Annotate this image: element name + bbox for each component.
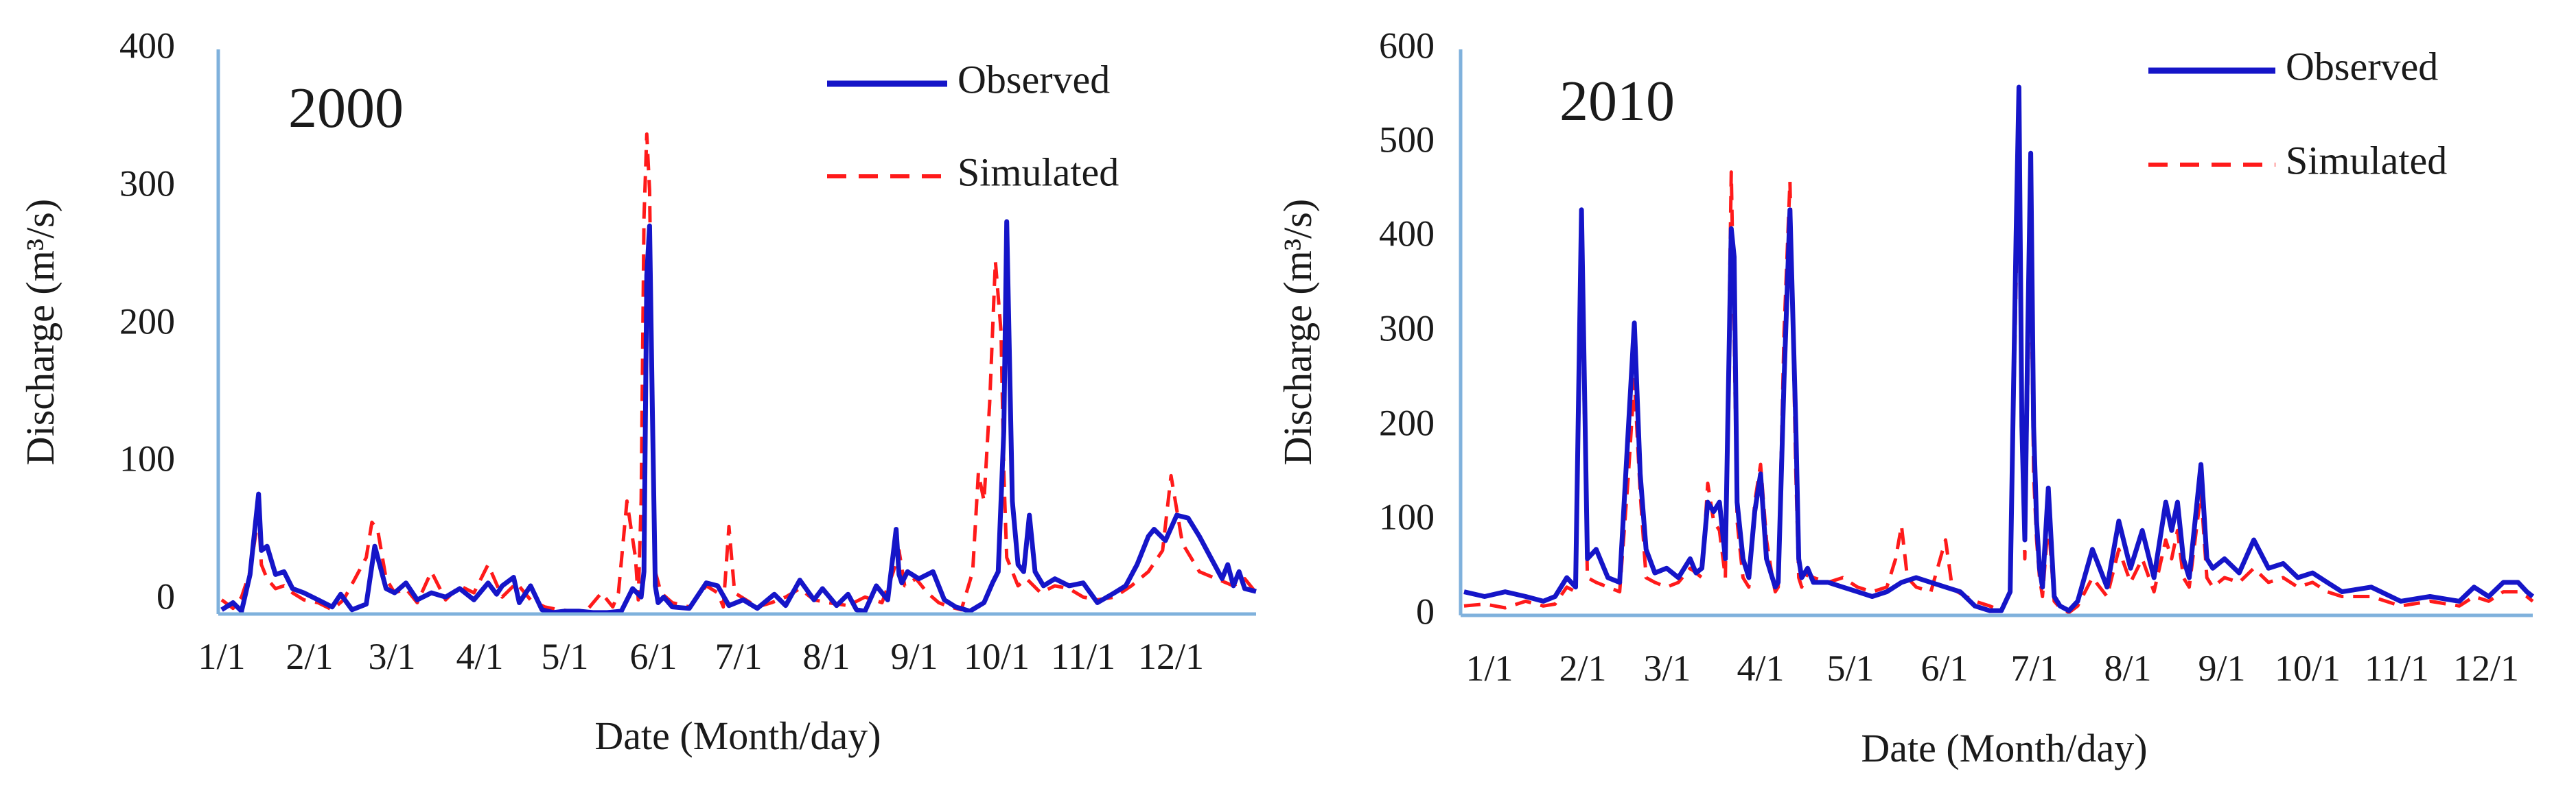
chart-2000-xtick-label: 10/1: [964, 636, 1030, 677]
chart-2010-xtick-label: 10/1: [2275, 648, 2341, 689]
chart-2010-xtick-label: 6/1: [1921, 648, 1968, 689]
chart-2010-y-axis-title: Discharge (m³/s): [1275, 199, 1320, 465]
chart-2010-year-label: 2010: [1559, 69, 1675, 133]
chart-2000-ytick-1: 100: [119, 438, 175, 479]
chart-2010-xtick-label: 9/1: [2198, 648, 2245, 689]
chart-2010-ytick-6: 600: [1379, 25, 1435, 66]
chart-2000-xticks: 1/1 2/1 3/1 4/1 5/1 6/1 7/1 8/1 9/1 10/1…: [198, 636, 1204, 677]
chart-2010-xtick-label: 7/1: [2010, 648, 2058, 689]
chart-2000-xtick-label: 5/1: [541, 636, 588, 677]
chart-2000-xtick-label: 2/1: [286, 636, 333, 677]
chart-2000-simulated-line: [220, 132, 1257, 613]
chart-2000-ytick-3: 300: [119, 163, 175, 204]
chart-2000-xtick-label: 8/1: [802, 636, 850, 677]
chart-2010-ytick-1: 100: [1379, 496, 1435, 537]
chart-2000-legend: Observed Simulated: [827, 57, 1119, 194]
chart-2000-ytick-4: 400: [119, 25, 175, 66]
chart-2010-xticks: 1/1 2/1 3/1 4/1 5/1 6/1 7/1 8/1 9/1 10/1…: [1465, 648, 2519, 689]
chart-2010-xtick-label: 11/1: [2365, 648, 2429, 689]
chart-2010-xtick-label: 1/1: [1465, 648, 1513, 689]
chart-2000-xtick-label: 12/1: [1138, 636, 1204, 677]
chart-2010-ytick-0: 0: [1416, 591, 1435, 632]
legend-simulated-label: Simulated: [2286, 138, 2447, 182]
chart-2000-xtick-label: 4/1: [456, 636, 503, 677]
chart-2010-xtick-label: 8/1: [2104, 648, 2151, 689]
chart-2000-observed-line: [220, 219, 1257, 615]
chart-2000-xtick-label: 9/1: [890, 636, 938, 677]
chart-2010-ytick-2: 200: [1379, 402, 1435, 443]
chart-2000-xtick-label: 3/1: [368, 636, 415, 677]
chart-2000-xtick-label: 1/1: [198, 636, 245, 677]
legend-observed-label: Observed: [2286, 44, 2438, 88]
chart-2010-ytick-5: 500: [1379, 119, 1435, 160]
legend-simulated-label: Simulated: [958, 150, 1119, 194]
chart-2010-xtick-label: 3/1: [1643, 648, 1691, 689]
chart-2000-ytick-2: 200: [119, 300, 175, 342]
chart-2000-x-axis-title: Date (Month/day): [594, 713, 881, 758]
chart-2010-observed-line: [1463, 84, 2535, 613]
chart-2010-xtick-label: 4/1: [1737, 648, 1784, 689]
chart-2010-ytick-4: 400: [1379, 213, 1435, 254]
chart-2000-xtick-label: 6/1: [629, 636, 677, 677]
chart-2010-legend: Observed Simulated: [2148, 44, 2447, 182]
chart-2010-ytick-3: 300: [1379, 307, 1435, 349]
chart-2000-xtick-label: 11/1: [1051, 636, 1115, 677]
chart-2000-ytick-0: 0: [156, 576, 175, 617]
chart-2010-x-axis-title: Date (Month/day): [1861, 726, 2147, 770]
chart-2000-xtick-label: 7/1: [715, 636, 762, 677]
chart-2010-xtick-label: 12/1: [2453, 648, 2519, 689]
chart-2000-year-label: 2000: [288, 76, 404, 140]
chart-2000: 0 100 200 300 400 1/1 2/1 3/1 4/1 5/1 6/…: [18, 25, 1257, 758]
chart-2010: 0 100 200 300 400 500 600 1/1 2/1 3/1 4/…: [1275, 25, 2535, 770]
chart-2010-xtick-label: 2/1: [1559, 648, 1606, 689]
chart-2010-series: [1463, 84, 2535, 615]
chart-2010-simulated-line: [1463, 123, 2534, 615]
legend-observed-label: Observed: [958, 57, 1110, 102]
chart-2000-y-axis-title: Discharge (m³/s): [18, 199, 62, 465]
chart-2000-yticks: 0 100 200 300 400: [119, 25, 175, 617]
chart-2000-series: [220, 132, 1257, 615]
chart-2010-xtick-label: 5/1: [1826, 648, 1874, 689]
chart-2010-yticks: 0 100 200 300 400 500 600: [1379, 25, 1435, 632]
